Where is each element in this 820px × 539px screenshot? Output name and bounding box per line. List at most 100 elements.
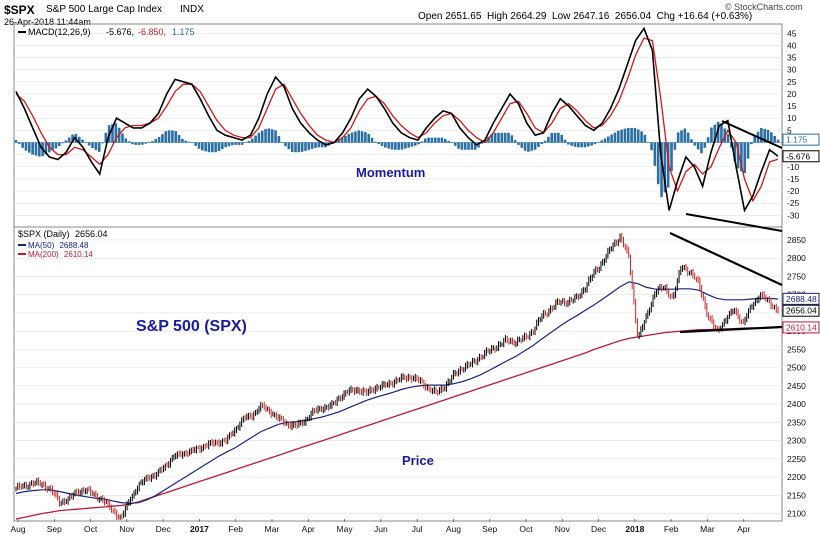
histogram-bar [683,128,687,143]
histogram-bar [726,134,730,143]
x-tick-label: Jul [412,524,423,534]
histogram-bar [517,142,520,145]
macd-signal-line [15,37,779,203]
histogram-bar [340,137,344,143]
x-tick-label: Aug [446,524,461,534]
x-tick-label: Nov [555,524,571,534]
price-panel-frame [13,226,783,522]
sp500-annotation: S&P 500 (SPX) [136,318,247,335]
histogram-bar [626,127,630,143]
histogram-bar [31,142,34,155]
price-y-tick: 2200 [787,472,806,482]
momentum-value-tag-box [782,150,820,163]
histogram-bar [247,140,251,143]
histogram-bar [290,142,294,153]
histogram-bar [530,142,534,151]
histogram-bar [287,142,291,150]
histogram-bar [384,142,387,148]
histogram-bar [151,141,154,143]
histogram-bar [600,140,603,143]
momentum-y-tick: 15 [787,101,797,111]
histogram-bar [304,142,307,151]
histogram-bar [127,141,131,143]
histogram-bar [440,137,444,143]
histogram-bar [673,142,677,150]
histogram-bar [610,134,613,143]
histogram-bar [394,142,397,150]
x-tick-label: Aug [10,524,25,534]
histogram-bar [636,129,640,143]
x-tick-label: Apr [302,524,315,534]
histogram-bar [360,131,364,143]
histogram-bar [606,136,610,143]
histogram-bar [300,142,304,152]
momentum-annotation: Momentum [356,165,425,180]
histogram-bar [680,130,683,143]
histogram-bar [101,142,104,144]
histogram-bar [234,142,237,145]
histogram-bar [164,131,168,143]
histogram-bar [693,142,697,146]
histogram-bar [670,142,673,172]
open-label: Open [418,11,443,22]
histogram-bar [470,142,474,150]
histogram-bar [480,142,484,144]
histogram-bar [57,142,61,147]
price-value-tag: 2688.48 [786,294,817,304]
histogram-bar [357,130,361,143]
histogram-bar [297,142,301,153]
price-y-tick: 2450 [787,381,806,391]
histogram-bar [390,142,394,150]
histogram-bar [653,142,657,166]
histogram-bar [773,135,776,143]
histogram-bar [497,132,500,143]
x-tick-label: Mar [700,524,715,534]
histogram-bar [656,142,660,185]
histogram-bar [746,142,750,159]
chart-date: 26-Apr-2018 11:44am [4,17,91,27]
high-label: High [486,11,508,22]
histogram-bar [690,139,693,143]
histogram-bar [570,142,573,146]
histogram-bar [211,142,214,153]
histogram-bar [713,124,717,143]
histogram-bar [320,142,324,148]
histogram-bar [224,142,227,148]
price-y-tick: 2350 [787,417,806,427]
price-y-tick: 2500 [787,363,806,373]
histogram-bar [201,142,204,151]
histogram-bar [640,131,643,143]
histogram-bar [347,134,351,143]
histogram-bar [633,127,637,143]
histogram-bar [377,142,380,145]
histogram-bar [350,132,354,143]
x-tick-label: Mar [265,524,280,534]
ma200-legend-value: 2610.14 [64,250,93,259]
histogram-bar [194,142,197,146]
histogram-bar [433,137,437,143]
histogram-bar [177,134,181,143]
histogram-bar [437,137,440,143]
histogram-bar [443,138,447,143]
histogram-bar [161,134,164,143]
momentum-y-tick: 40 [787,40,797,50]
histogram-bar [616,130,620,143]
histogram-bar [410,142,414,147]
momentum-y-tick: 45 [787,28,797,38]
histogram-bar [204,142,207,152]
histogram-bar [420,141,424,143]
histogram-bar [274,130,277,143]
histogram-bar [404,142,407,149]
histogram-bar [397,142,400,150]
histogram-bar [603,138,607,143]
x-tick-label: Dec [156,524,172,534]
price-y-tick: 2150 [787,490,806,500]
histogram-bar [766,129,770,143]
histogram-bar [400,142,404,150]
histogram-bar [154,139,158,143]
price-y-tick: 2250 [787,454,806,464]
histogram-bar [387,142,390,149]
histogram-bar [510,135,514,143]
histogram-bar [44,142,48,155]
